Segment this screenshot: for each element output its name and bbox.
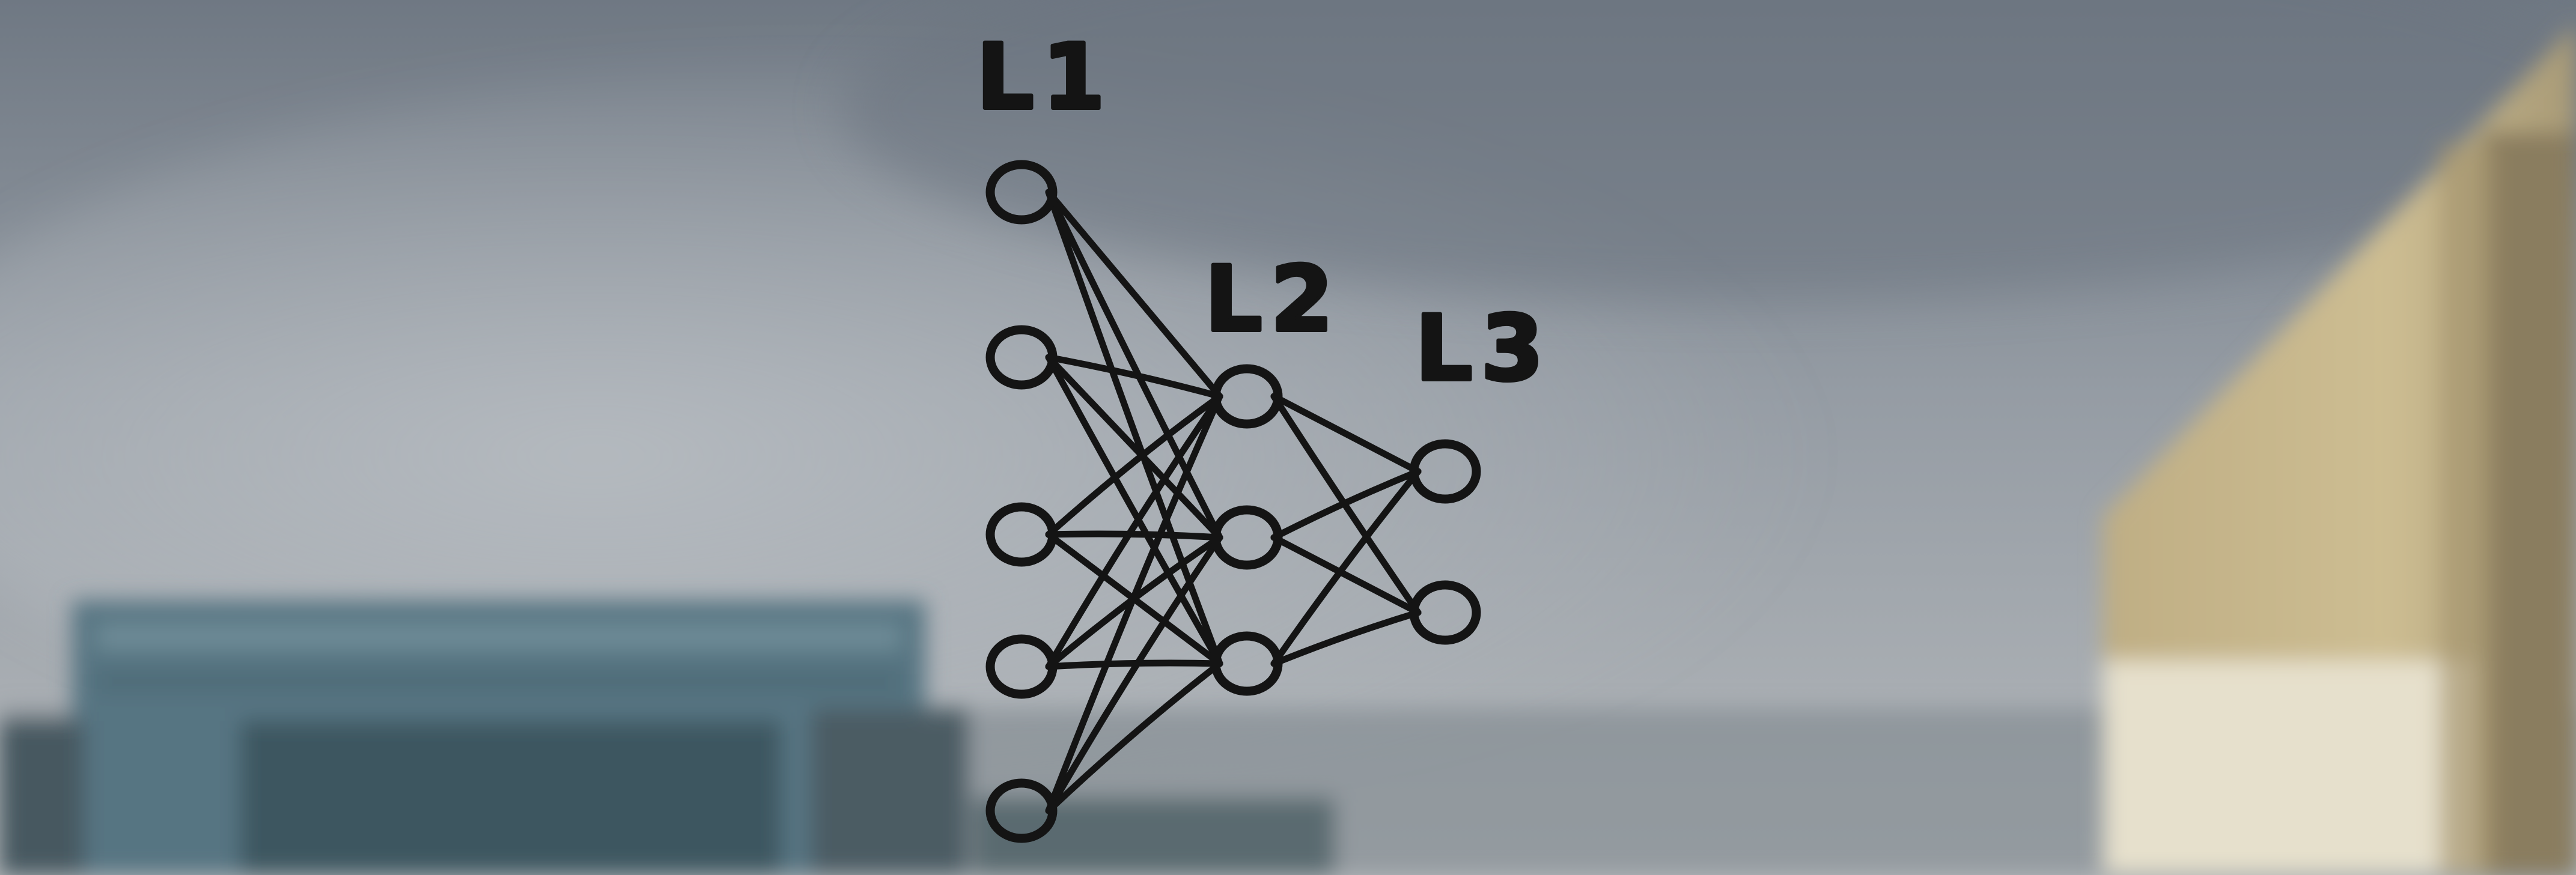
node-L1-4 — [985, 634, 1058, 699]
layer-label-l1: L1 — [976, 25, 1113, 130]
handwritten-network-diagram: L1 L2 L3 — [975, 23, 1552, 843]
edge-L2-3-to-L3-1 — [1270, 468, 1422, 667]
edge-L1-1-to-L2-1 — [1045, 189, 1223, 400]
node-L2-2 — [1211, 505, 1283, 570]
layer-label-l2: L2 — [1205, 247, 1342, 352]
edge-L2-2-to-L3-1 — [1270, 468, 1422, 541]
node-L1-5 — [985, 778, 1058, 843]
edge-L1-5-to-L2-1 — [1045, 393, 1223, 814]
edge-L1-1-to-L2-3 — [1045, 189, 1223, 667]
network-connections — [1045, 189, 1422, 814]
node-L1-3 — [985, 502, 1058, 567]
node-L2-3 — [1211, 631, 1283, 696]
node-L2-1 — [1211, 364, 1283, 429]
node-L1-2 — [985, 325, 1058, 390]
blurred-building-right — [2103, 24, 2576, 875]
edge-L1-2-to-L2-2 — [1045, 354, 1223, 541]
edge-L1-2-to-L2-3 — [1045, 354, 1223, 667]
edge-L1-5-to-L2-3 — [1045, 660, 1223, 814]
cloud-dark — [841, 0, 2576, 300]
edge-L2-2-to-L3-2 — [1270, 534, 1422, 616]
network-nodes — [985, 160, 1481, 843]
edge-L1-4-to-L2-1 — [1045, 393, 1223, 670]
edge-L1-2-to-L2-1 — [1045, 354, 1223, 400]
node-L1-1 — [985, 160, 1058, 225]
layer-label-l3: L3 — [1415, 297, 1552, 401]
edge-L2-3-to-L3-2 — [1270, 609, 1422, 667]
edge-L1-5-to-L2-2 — [1045, 534, 1223, 814]
edge-L2-1-to-L3-1 — [1270, 393, 1422, 475]
edge-L1-3-to-L2-1 — [1045, 393, 1223, 538]
edge-L1-3-to-L2-2 — [1045, 530, 1223, 541]
edge-L1-1-to-L2-2 — [1045, 189, 1223, 541]
node-L3-1 — [1409, 439, 1481, 504]
node-L3-2 — [1409, 580, 1481, 645]
